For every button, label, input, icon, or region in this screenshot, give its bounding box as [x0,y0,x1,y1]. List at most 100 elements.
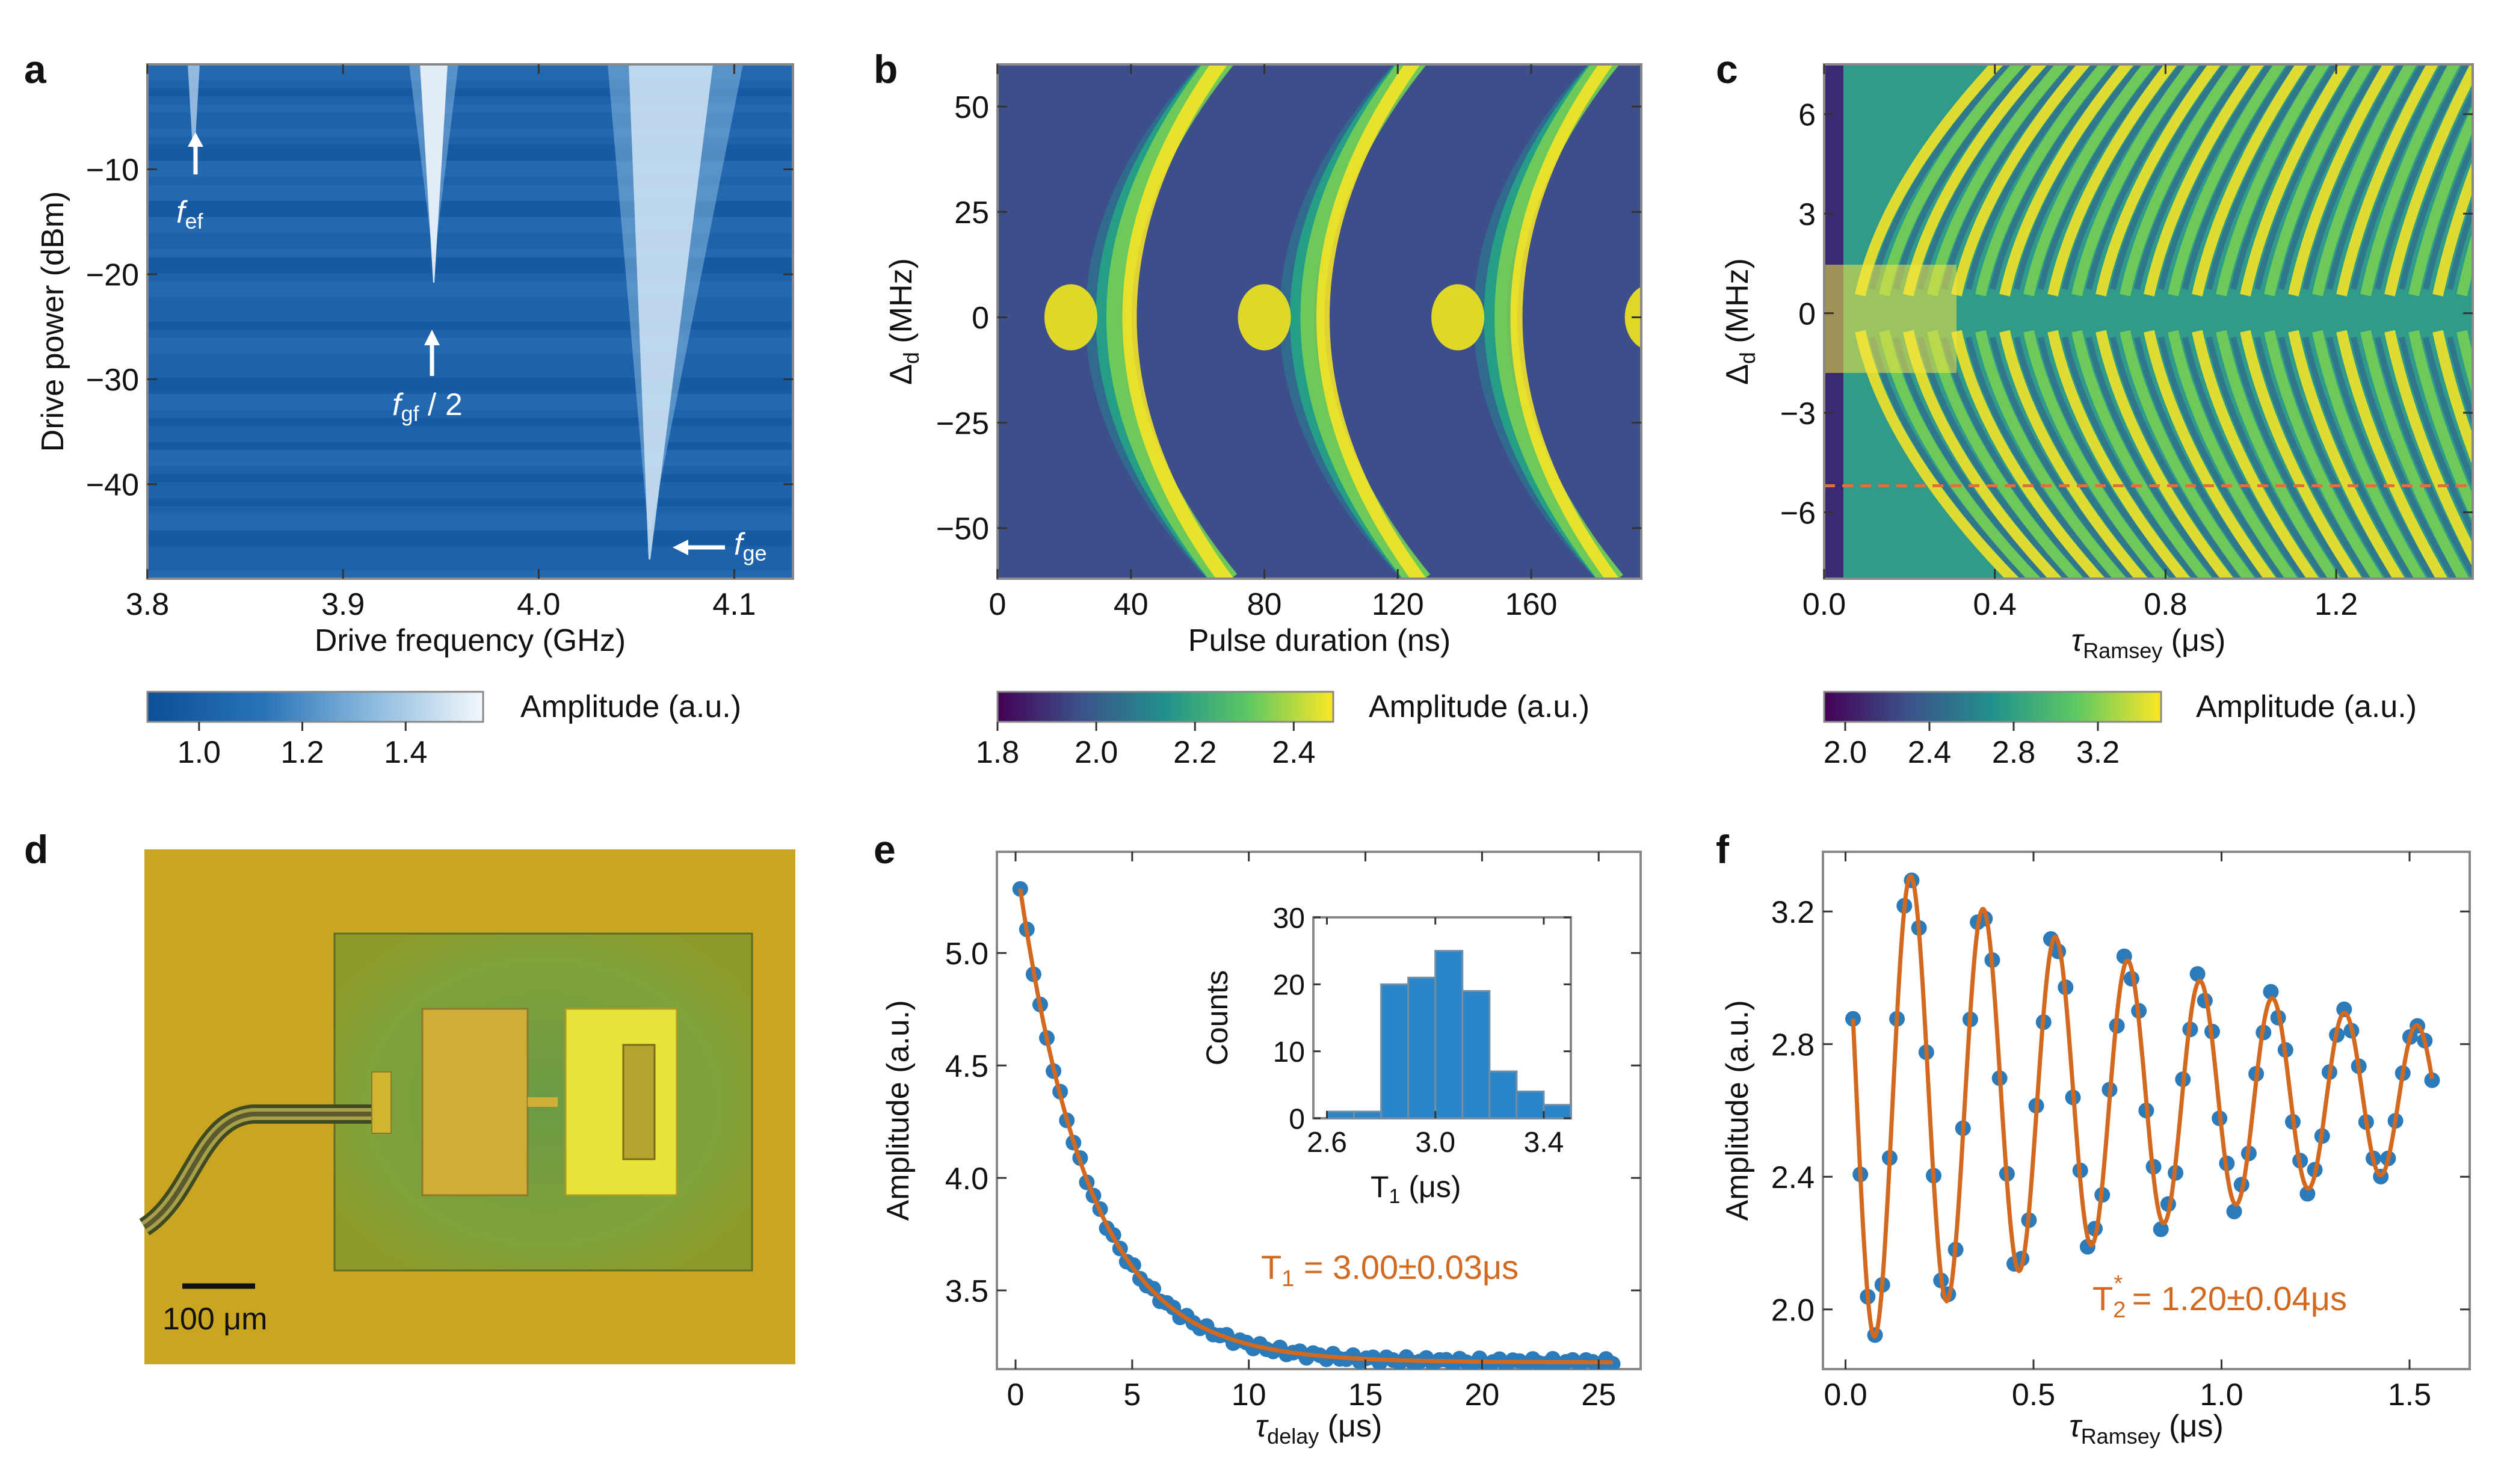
panel-f-data-point [2263,984,2279,1000]
panel-c-fringe [2095,330,2234,579]
panel-c-fringe-dark [1966,336,2115,579]
panel-c-fringe-dark [1917,64,2056,290]
panel-f-ytick-label: 2.4 [1771,1160,1815,1195]
panel-a-frame [146,63,794,580]
panel-b-ytick-label: −25 [936,406,989,441]
panel-c-fringe-dark [2423,336,2473,490]
panel-c-fringe-dark [2351,64,2448,290]
panel-a-noise-stripe [147,570,793,579]
panel-c-fringe [2047,330,2191,579]
micrograph-pad-left [421,1008,529,1196]
panel-c-xtick-label: 0.4 [1973,587,2017,622]
panel-a-noise-stripe [147,321,793,330]
panel-c-fringe [2240,64,2352,297]
panel-e-inset-bar [1461,990,1491,1119]
panel-c-fringe [2336,64,2439,297]
panel-b-peak [1238,284,1291,351]
panel-d: 100 μm [138,849,795,1364]
panel-c-fringe-dark [2375,64,2470,290]
panel-f-ytick-label: 2.0 [1771,1293,1815,1328]
panel-c-fringe [2336,330,2448,579]
arrow-fgf-head [424,330,440,345]
panel-c-fringe-dark [2230,336,2351,579]
panel-a-peak-fef [188,64,200,147]
panel-c-xtick-label: 0.0 [1802,587,1846,622]
panel-c-fringe [2384,330,2473,568]
panel-c-fringe [2264,330,2384,579]
panel-e-inset-ytick-label: 0 [1289,1103,1305,1135]
panel-e-inset-bar [1407,976,1437,1119]
panel-b-fringe [2484,52,2507,582]
panel-e-xtick-label: 10 [1232,1378,1266,1412]
panel-f-xtick-label: 1.5 [2388,1378,2431,1412]
panel-f-ytick-label: 2.8 [1771,1027,1815,1062]
panel-a-axes: 3.8 3.9 4.0 4.1 −10 −20 −30 −40 Drive frequency … [35,64,793,658]
panel-a-noise-stripe [147,313,793,322]
panel-c-fringe-dark [2086,64,2209,290]
panel-b-ytick-label: −50 [936,512,989,547]
panel-c-fringe-dark [1869,336,2029,579]
panel-a-ytick-label: −20 [86,258,139,293]
panel-a: 3.8 3.9 4.0 4.1 −10 −20 −30 −40 Drive frequency … [35,63,794,770]
panel-a-colorbar-gradient [146,691,484,723]
panel-c-fringe-dark [2230,64,2339,290]
panel-b-peak [1044,284,1097,351]
panel-c-ytick-label: 0 [1798,297,1816,331]
panel-c-fringe-dark [2351,336,2458,579]
panel-a-noise-stripe [147,329,793,339]
panel-c-ytick-label: 3 [1798,197,1816,232]
panel-b-frame [996,63,1642,580]
panel-b-ytick-label: 25 [954,196,989,230]
panel-c-fringe [2120,330,2256,579]
panel-b-colorbar-gradient [996,691,1334,723]
panel-f-data-point [2299,1186,2316,1202]
panel-f-data-point [2226,1203,2242,1219]
panel-c-fringe [2360,330,2470,579]
panel-f-axes: 0.0 0.5 1.0 1.5 2.0 2.4 2.8 3.2 τRamsey (μs) Ampl… [1720,852,2470,1449]
panel-c-fringe [2408,104,2473,297]
panel-a-noise-stripe [147,442,793,451]
panel-c-fringe [1999,330,2148,579]
panel-a-noise-stripe [147,490,793,499]
panel-c-fringe-dark [1966,64,2100,290]
panel-c-fringe-dark [2327,64,2426,290]
panel-a-colorbar-tick-label: 1.0 [177,735,221,770]
panel-a-noise-stripe [147,482,793,491]
panel-c-colorbar: 2.0 2.4 2.8 3.2 Amplitude (a.u.) [1823,689,2417,770]
panel-c-fringe-dark [2254,64,2361,290]
panel-a-noise-stripe [147,362,793,371]
panel-a-noise-stripe [147,345,793,354]
panel-c-fringe [2216,64,2330,297]
panel-b-ytick-label: 50 [954,90,989,125]
panel-a-colorbar-tick-label: 1.2 [280,735,324,770]
panel-c-fringe [1927,64,2070,297]
panel-e-xtick-label: 20 [1464,1378,1499,1412]
panel-c-fringe [2144,64,2265,297]
panel-f-data-point [2189,966,2206,982]
panel-b-heatmap [998,52,2507,582]
panel-c-fringe-dark [2014,64,2144,290]
panel-b-xtick-label: 80 [1247,587,1282,622]
panel-a-colorbar-tick-label: 1.4 [384,735,427,770]
panel-a-noise-stripe [147,514,793,523]
panel-b-colorbar-ticks: 1.8 2.0 2.2 2.4 [976,722,1316,770]
panel-a-noise-stripe [147,410,793,419]
panel-c-ytick-label: −3 [1780,396,1816,431]
panel-a-noise-stripe [147,426,793,435]
panel-c-fringe-dark [2254,336,2372,579]
panel-e-plot [1012,881,1621,1369]
panel-a-colorbar-ticks: 1.0 1.2 1.4 [177,722,427,770]
panel-label-e: e [874,827,896,872]
panel-a-xtick-label: 3.8 [126,587,169,622]
panel-e-inset-bar [1353,1110,1383,1119]
panel-e-inset-xlabel: T1 (μs) [1371,1170,1461,1208]
micrograph-pad-right [564,1008,678,1196]
label-fef: fef [176,195,203,233]
panel-f-data-point [1845,1011,1861,1027]
panel-e-ytick-label: 4.0 [945,1162,988,1196]
panel-c-fringe [2192,64,2308,297]
panel-label-f: f [1716,827,1730,872]
panel-c-xlabel: τRamsey (μs) [2071,623,2226,663]
panel-c-fringe-dark [1990,336,2136,579]
panel-a-noise-stripe [147,337,793,346]
